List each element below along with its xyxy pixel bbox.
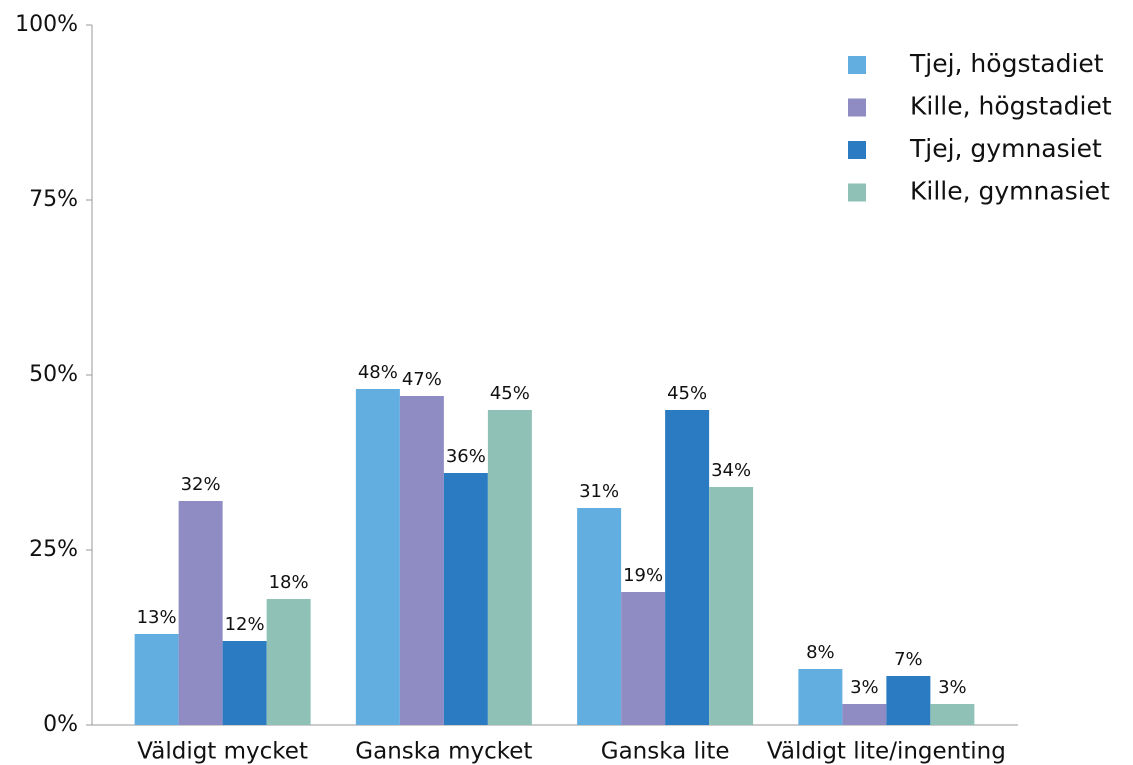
y-tick-label: 25%	[29, 537, 78, 562]
bar	[134, 634, 179, 725]
x-tick-label: Ganska mycket	[355, 739, 532, 765]
legend-label: Tjej, gymnasiet	[909, 134, 1102, 163]
legend-label: Tjej, högstadiet	[909, 49, 1104, 78]
legend-label: Kille, gymnasiet	[910, 177, 1110, 206]
bar	[266, 599, 311, 725]
data-label: 47%	[402, 369, 442, 390]
legend-swatch	[848, 183, 866, 202]
bar	[355, 389, 400, 725]
data-label: 3%	[850, 677, 879, 698]
legend-label: Kille, högstadiet	[910, 92, 1112, 121]
bar	[930, 704, 975, 725]
bar	[709, 487, 754, 725]
x-tick-label: Väldigt mycket	[137, 739, 308, 765]
bar	[886, 676, 931, 725]
x-tick-label: Ganska lite	[601, 739, 730, 765]
data-label: 19%	[623, 565, 663, 586]
x-tick-label: Väldigt lite/ingenting	[767, 739, 1006, 765]
legend-swatch	[848, 98, 866, 117]
data-label: 7%	[894, 649, 923, 670]
data-label: 12%	[225, 614, 265, 635]
data-label: 48%	[358, 362, 398, 383]
data-label: 45%	[667, 383, 707, 404]
bar	[222, 641, 267, 725]
bar	[621, 592, 666, 725]
data-label: 36%	[446, 446, 486, 467]
bar	[178, 501, 223, 725]
data-label: 45%	[490, 383, 530, 404]
bar	[577, 508, 622, 725]
legend-swatch	[848, 56, 866, 74]
legend-swatch	[848, 141, 866, 159]
y-tick-label: 100%	[15, 12, 78, 37]
data-label: 31%	[579, 481, 619, 502]
data-label: 32%	[181, 474, 221, 495]
bar	[842, 704, 887, 725]
bar	[443, 473, 488, 725]
data-label: 13%	[137, 607, 177, 628]
y-tick-label: 0%	[43, 712, 78, 737]
bar	[399, 396, 444, 725]
bar	[665, 410, 710, 725]
data-label: 3%	[938, 677, 967, 698]
y-tick-label: 75%	[29, 187, 78, 212]
y-tick-label: 50%	[29, 362, 78, 387]
data-label: 8%	[806, 642, 835, 663]
data-label: 34%	[711, 460, 751, 481]
bar	[487, 410, 532, 725]
data-label: 18%	[269, 572, 309, 593]
bar	[798, 669, 843, 725]
